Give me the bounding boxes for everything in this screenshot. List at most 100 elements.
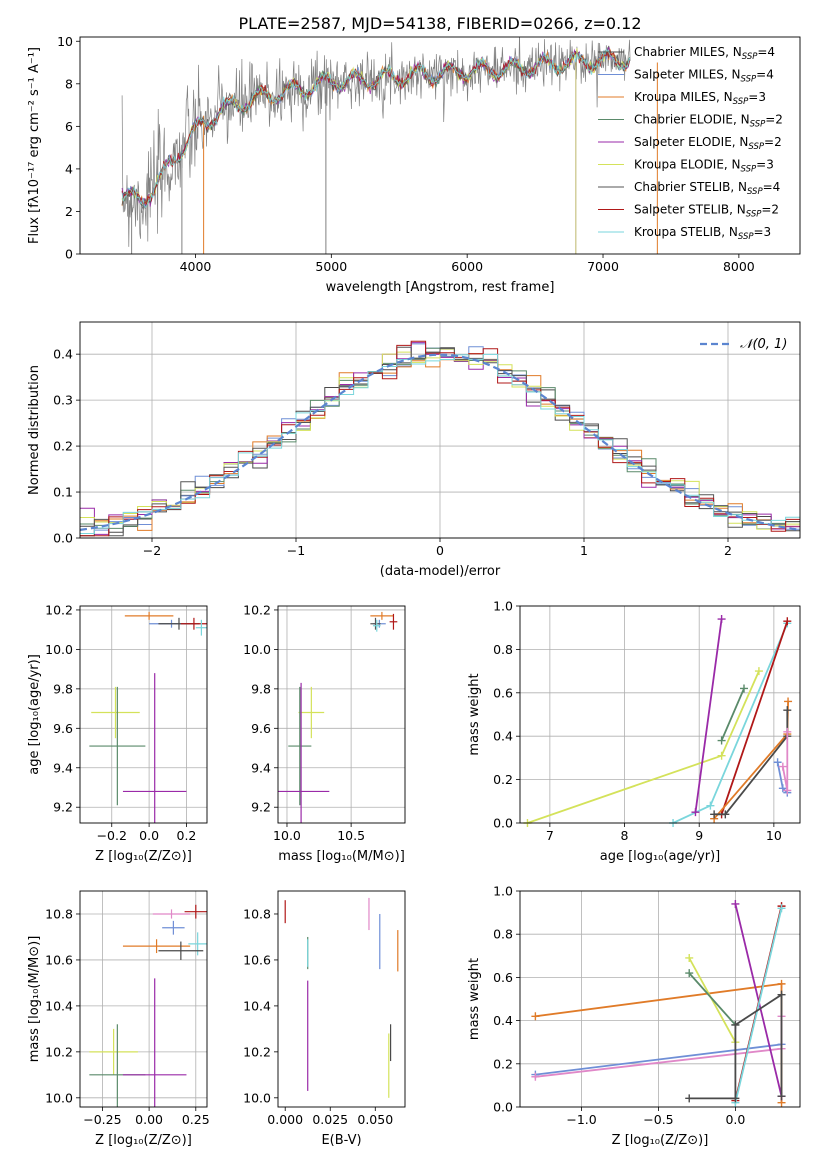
x-axis-label: Z [log₁₀(Z/Z⊙)]	[612, 1133, 709, 1148]
y-tick-label: 9.8	[53, 681, 73, 696]
x-axis-label: (data-model)/error	[380, 564, 501, 579]
y-tick-label: 10.8	[45, 906, 73, 921]
figure-title: PLATE=2587, MJD=54138, FIBERID=0266, z=0…	[238, 14, 641, 33]
x-tick-label: −0.2	[97, 828, 127, 843]
y-axis-label: mass weight	[467, 673, 482, 755]
y-tick-label: 0.2	[493, 1056, 513, 1071]
spectrum-panel: 4000 5000 6000 7000 8000 0 2 4 6 8 10 wavelength [A…	[27, 34, 801, 295]
weight-marker-SM	[778, 784, 787, 793]
z-age-panel: −0.2 0.0 0.2 9.2 9.4 9.6 9.8 10.0 10.2 Z [log₁₀(Z…	[27, 602, 208, 864]
x-tick-label: −0.5	[643, 1112, 673, 1127]
x-tick-label: 10.0	[273, 828, 301, 843]
y-tick-label: 10.6	[243, 952, 271, 967]
weight-marker-KE	[717, 751, 726, 760]
y-tick-label: 10.2	[243, 1044, 271, 1059]
x-tick-label: 0.00	[135, 1112, 163, 1127]
model-fit-SS	[121, 49, 630, 207]
x-tick-label: 0.25	[182, 1112, 210, 1127]
weight-marker-KS	[706, 801, 715, 810]
x-axis-label: E(B-V)	[321, 1133, 361, 1148]
x-axis-label: age [log₁₀(age/yr)]	[600, 849, 721, 864]
weight-marker-KS	[777, 904, 786, 913]
x-tick-label: 0.0	[725, 1112, 745, 1127]
x-tick-label: 6000	[451, 259, 483, 274]
x-tick-label: −2	[143, 543, 161, 558]
x-tick-label: 2	[724, 543, 732, 558]
axes-frame	[519, 890, 801, 1108]
x-tick-label: 8000	[723, 259, 755, 274]
y-tick-label: 0.4	[493, 729, 513, 744]
y-tick-label: 9.6	[251, 721, 271, 736]
x-tick-label: 0.2	[177, 828, 197, 843]
z-mass-panel: −0.25 0.00 0.25 10.0 10.2 10.4 10.6 10.8 Z [log₁…	[27, 890, 210, 1148]
weight-line-SS	[720, 620, 789, 815]
axes-frame	[79, 36, 801, 255]
weight-line-CM	[714, 710, 789, 816]
y-tick-label: 0.8	[493, 642, 513, 657]
mass-age-panel: 10.0 10.5 9.2 9.4 9.6 9.8 10.0 10.2 mass [log₁₀(…	[243, 602, 406, 864]
x-tick-label: 0.000	[267, 1112, 303, 1127]
y-tick-label: 0	[65, 247, 73, 262]
legend-entry-SS: Salpeter STELIB, NSSP=2	[634, 203, 779, 220]
y-tick-label: 10.2	[45, 1044, 73, 1059]
weight-marker-SM2	[531, 1072, 540, 1081]
legend-entry-KS: Kroupa STELIB, NSSP=3	[634, 225, 771, 242]
y-tick-label: 9.6	[53, 721, 73, 736]
model-fit-KS	[121, 48, 630, 209]
y-tick-label: 0.4	[493, 1013, 513, 1028]
weight-marker-SE	[731, 899, 740, 908]
x-axis-label: mass [log₁₀(M/M⊙)]	[278, 849, 405, 864]
weight-marker-KM	[531, 1012, 540, 1021]
weight-marker-SE	[717, 615, 726, 624]
ebv-mass-panel: 0.000 0.025 0.050 10.0 10.2 10.4 10.6 10.8 E(B-V…	[243, 890, 406, 1148]
weight-marker-KE	[685, 953, 694, 962]
x-tick-label: 7	[546, 828, 554, 843]
y-tick-label: 1.0	[493, 884, 513, 899]
axes-frame	[277, 890, 406, 1108]
weight-marker-SS	[783, 617, 792, 626]
spectrum-legend: Chabrier MILES, NSSP=4 Salpeter MILES, NS…	[598, 45, 783, 242]
weight-marker-KE	[754, 667, 763, 676]
x-axis-label: Z [log₁₀(Z/Z⊙)]	[95, 849, 192, 864]
age-weight-panel: 7 8 9 10 0.0 0.2 0.4 0.6 0.8 1.0 age [log₁₀(age/yr…	[467, 599, 801, 864]
histogram-KS	[80, 353, 800, 534]
legend-entry-normal: 𝒩(0, 1)	[740, 337, 787, 352]
weight-marker-SM2	[778, 762, 787, 771]
y-axis-label: Normed distribution	[27, 365, 42, 495]
x-tick-label: 0	[436, 543, 444, 558]
weight-marker-SM	[773, 758, 782, 767]
weight-marker-CM	[721, 810, 730, 819]
y-tick-label: 0.2	[493, 772, 513, 787]
x-tick-label: 10	[766, 828, 782, 843]
legend-entry-CS: Chabrier STELIB, NSSP=4	[634, 180, 780, 197]
x-axis-label: Z [log₁₀(Z/Z⊙)]	[95, 1133, 192, 1148]
weight-line-KS	[734, 908, 783, 1103]
y-tick-label: 9.8	[251, 681, 271, 696]
weight-marker-SE	[691, 808, 700, 817]
legend-entry-KE: Kroupa ELODIE, NSSP=3	[634, 158, 774, 175]
axes-frame	[79, 321, 801, 539]
residuals-panel: −2 −1 0 1 2 0.0 0.1 0.2 0.3 0.4 (data-model)/error…	[27, 321, 801, 579]
x-tick-label: 7000	[587, 259, 619, 274]
weight-marker-CM	[777, 1092, 786, 1101]
y-tick-label: 0.6	[493, 970, 513, 985]
y-tick-label: 1.0	[493, 599, 513, 614]
y-axis-label: age [log₁₀(age/yr)]	[27, 654, 42, 775]
y-tick-label: 9.4	[53, 760, 73, 775]
x-tick-label: −1.0	[566, 1112, 596, 1127]
z-weight-panel: −1.0 −0.5 0.0 0.0 0.2 0.4 0.6 0.8 1.0 Z [log₁₀(Z/…	[467, 884, 801, 1148]
y-tick-label: 9.2	[251, 800, 271, 815]
x-tick-label: 0.025	[312, 1112, 348, 1127]
x-tick-label: 0.050	[357, 1112, 393, 1127]
y-tick-label: 0.6	[493, 685, 513, 700]
weight-marker-CE	[717, 736, 726, 745]
weight-marker-CM	[685, 1094, 694, 1103]
legend-entry-SM: Salpeter MILES, NSSP=4	[634, 68, 774, 85]
y-tick-label: 0.0	[493, 1100, 513, 1115]
x-tick-label: −1	[287, 543, 305, 558]
observed-spectrum	[121, 37, 631, 247]
weight-line-SM	[535, 1043, 782, 1076]
axes-frame	[519, 605, 801, 824]
weight-marker-CM	[777, 990, 786, 999]
